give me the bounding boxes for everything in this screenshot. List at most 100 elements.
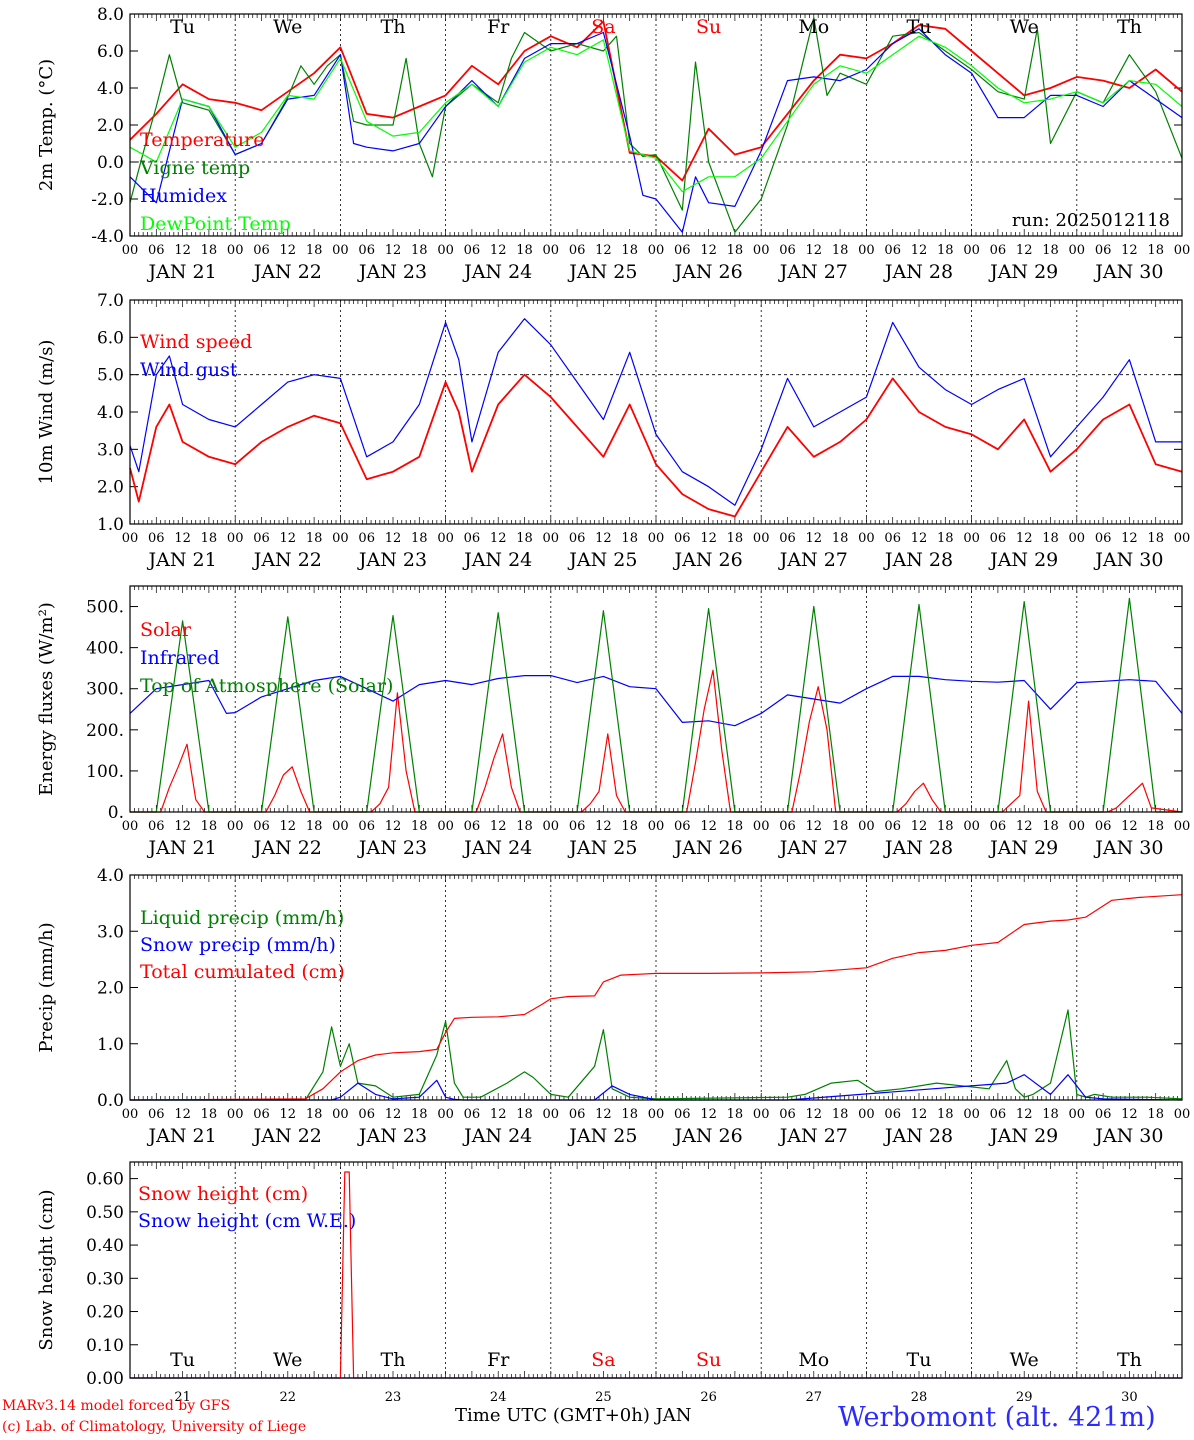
- y-tick-label: 0.0: [97, 153, 124, 173]
- hour-label: 12: [1016, 243, 1033, 258]
- hour-label: 00: [648, 1107, 665, 1122]
- day-number-label: 27: [806, 1390, 823, 1405]
- date-label: JAN 21: [147, 549, 217, 571]
- hour-label: 00: [227, 243, 244, 258]
- series-line-vigne-temp: [129, 17, 1183, 233]
- hour-label: 12: [490, 531, 507, 546]
- hour-label: 00: [122, 1107, 139, 1122]
- hour-label: 18: [727, 243, 744, 258]
- date-label: JAN 24: [462, 837, 532, 859]
- hour-label: 00: [332, 243, 349, 258]
- day-number-label: 28: [911, 1390, 928, 1405]
- hour-label: 06: [569, 819, 586, 834]
- date-label: JAN 26: [673, 261, 743, 283]
- hour-label: 00: [753, 243, 770, 258]
- legend-entry: Vigne temp: [139, 157, 250, 179]
- series-line-liquid-precip-mm-h-: [130, 1009, 1183, 1101]
- date-label: JAN 23: [357, 549, 427, 571]
- series-line-total-cumulated-cm-: [129, 894, 1183, 1101]
- day-name-label: Th: [1117, 16, 1142, 38]
- hour-label: 12: [385, 531, 402, 546]
- day-name-label: Tu: [907, 16, 932, 38]
- hour-label: 18: [727, 819, 744, 834]
- day-number-label: 21: [174, 1390, 191, 1405]
- hour-label: 00: [753, 1107, 770, 1122]
- hour-label: 00: [858, 531, 875, 546]
- day-name-label: We: [273, 16, 302, 38]
- hour-label: 00: [122, 243, 139, 258]
- day-name-label: Fr: [487, 1349, 510, 1371]
- date-label: JAN 23: [357, 1125, 427, 1147]
- hour-label: 00: [543, 819, 560, 834]
- date-label: JAN 26: [673, 549, 743, 571]
- legend-entry: Liquid precip (mm/h): [140, 907, 344, 929]
- date-label: JAN 24: [462, 1125, 532, 1147]
- hour-label: 12: [595, 819, 612, 834]
- legend-entry: Snow precip (mm/h): [140, 934, 336, 956]
- hour-label: 12: [806, 819, 823, 834]
- hour-label: 18: [937, 531, 954, 546]
- hour-label: 18: [201, 243, 218, 258]
- hour-label: 18: [937, 243, 954, 258]
- hour-label: 06: [464, 243, 481, 258]
- hour-label: 06: [464, 1107, 481, 1122]
- hour-label: 12: [280, 819, 297, 834]
- hour-label: 12: [806, 531, 823, 546]
- y-tick-label: 0.20: [86, 1303, 124, 1323]
- hour-label: 00: [858, 819, 875, 834]
- hour-label: 12: [1016, 531, 1033, 546]
- panel-5: 0.00 0.10 0.20 0.30 0.40 0.50 0.60 Snow height …: [36, 1161, 1183, 1405]
- hour-label: 12: [490, 819, 507, 834]
- y-tick-label: 0.40: [86, 1236, 124, 1256]
- hour-label: 06: [464, 819, 481, 834]
- y-tick-label: 1.0: [97, 1035, 124, 1055]
- date-label: JAN 30: [1093, 1125, 1163, 1147]
- y-axis-title: Precip (mm/h): [36, 922, 57, 1052]
- hour-label: 18: [1147, 819, 1164, 834]
- day-name-label: Mo: [798, 16, 829, 38]
- date-label: JAN 28: [883, 261, 953, 283]
- plot-frame: [129, 299, 1183, 525]
- hour-label: 00: [227, 531, 244, 546]
- legend-entry: Wind gust: [140, 359, 238, 381]
- y-tick-label: 4.0: [97, 866, 124, 886]
- station-name: Werbomont (alt. 421m): [838, 1402, 1156, 1433]
- hour-label: 12: [385, 819, 402, 834]
- y-tick-label: 0.50: [86, 1203, 124, 1223]
- y-tick-label: -2.0: [91, 190, 124, 210]
- hour-label: 00: [1174, 819, 1191, 834]
- hour-label: 06: [674, 819, 691, 834]
- plot-frame: [129, 13, 1183, 237]
- hour-label: 18: [1147, 1107, 1164, 1122]
- hour-label: 06: [1095, 819, 1112, 834]
- hour-label: 00: [648, 531, 665, 546]
- hour-label: 00: [332, 819, 349, 834]
- y-tick-label: 4.0: [97, 403, 124, 423]
- hour-label: 18: [306, 1107, 323, 1122]
- hour-label: 06: [569, 1107, 586, 1122]
- hour-label: 06: [569, 243, 586, 258]
- hour-label: 12: [1121, 243, 1138, 258]
- day-name-label: Th: [381, 16, 406, 38]
- y-tick-label: 500.: [86, 598, 124, 618]
- date-label: JAN 26: [673, 1125, 743, 1147]
- hour-label: 00: [1069, 819, 1086, 834]
- hour-label: 00: [543, 531, 560, 546]
- y-tick-label: 0.: [108, 803, 124, 823]
- series-line-temperature: [129, 20, 1183, 182]
- y-tick-label: 6.0: [97, 42, 124, 62]
- date-label: JAN 22: [252, 837, 322, 859]
- hour-label: 18: [832, 531, 849, 546]
- series-line-top-of-atmosphere-solar-: [130, 597, 1182, 813]
- date-label: JAN 25: [567, 549, 637, 571]
- legend-entry: Temperature: [140, 129, 264, 151]
- hour-label: 12: [806, 1107, 823, 1122]
- hour-label: 00: [437, 819, 454, 834]
- hour-label: 06: [148, 531, 165, 546]
- hour-label: 00: [543, 1107, 560, 1122]
- y-tick-label: 300.: [86, 680, 124, 700]
- hour-label: 12: [911, 1107, 928, 1122]
- y-tick-label: 200.: [86, 721, 124, 741]
- hour-label: 12: [700, 819, 717, 834]
- hour-label: 18: [832, 1107, 849, 1122]
